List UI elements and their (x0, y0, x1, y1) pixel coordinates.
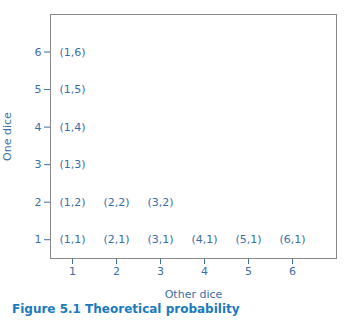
svg-text:1: 1 (69, 265, 76, 278)
svg-text:(1,3): (1,3) (59, 158, 85, 171)
svg-text:(4,1): (4,1) (191, 233, 217, 246)
svg-text:3: 3 (35, 158, 42, 171)
html-text:Figure 5.1 Theoretical probabi: Figure 5.1 Theoretical probability (12, 302, 240, 316)
svg-text:2: 2 (35, 196, 42, 209)
svg-text:6: 6 (289, 265, 296, 278)
svg-text:3: 3 (157, 265, 164, 278)
svg-text:(2,2): (2,2) (103, 196, 129, 209)
svg-text:(1,4): (1,4) (59, 121, 85, 134)
svg-text:(2,1): (2,1) (103, 233, 129, 246)
svg-text:4: 4 (35, 121, 42, 134)
svg-text:Other dice: Other dice (165, 288, 223, 301)
svg-text:(1,1): (1,1) (59, 233, 85, 246)
svg-text:1: 1 (35, 233, 42, 246)
svg-text:2: 2 (113, 265, 120, 278)
svg-text:(5,1): (5,1) (235, 233, 261, 246)
svg-text:6: 6 (35, 46, 42, 59)
svg-text:(3,1): (3,1) (147, 233, 173, 246)
svg-text:(1,6): (1,6) (59, 46, 85, 59)
svg-text:(6,1): (6,1) (279, 233, 305, 246)
svg-text:5: 5 (245, 265, 252, 278)
svg-text:(1,2): (1,2) (59, 196, 85, 209)
svg-text:4: 4 (201, 265, 208, 278)
svg-text:One dice: One dice (1, 112, 14, 161)
svg-text:5: 5 (35, 83, 42, 96)
svg-text:(1,5): (1,5) (59, 83, 85, 96)
svg-text:(3,2): (3,2) (147, 196, 173, 209)
